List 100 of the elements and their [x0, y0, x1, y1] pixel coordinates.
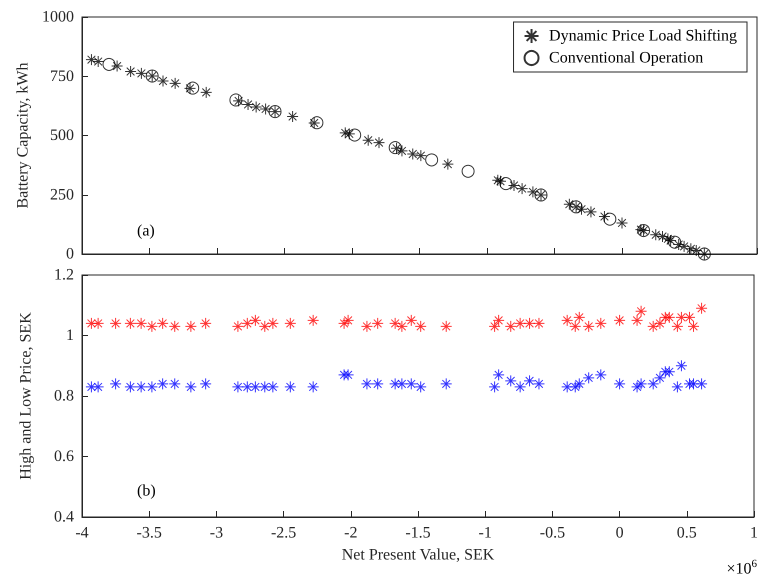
point	[584, 206, 597, 218]
point	[573, 378, 586, 390]
point	[616, 216, 628, 229]
point	[569, 380, 582, 393]
point	[338, 368, 350, 381]
point	[200, 86, 212, 98]
point	[250, 101, 262, 114]
y-tick-label: 1.2	[54, 266, 74, 284]
point	[266, 380, 279, 393]
point	[102, 58, 116, 71]
point	[663, 366, 676, 378]
point	[659, 311, 672, 324]
point	[111, 60, 124, 72]
point	[414, 380, 427, 393]
point	[425, 153, 438, 166]
point	[631, 380, 644, 393]
point	[184, 82, 196, 94]
point	[372, 317, 384, 330]
point	[414, 320, 427, 332]
point	[594, 317, 607, 330]
point	[373, 136, 385, 149]
x-tick-label: -3	[210, 524, 224, 542]
point	[85, 380, 98, 393]
point	[157, 74, 169, 87]
point	[307, 314, 320, 326]
annotation: (b)	[137, 482, 156, 500]
point	[372, 378, 384, 390]
point	[561, 380, 574, 393]
point	[675, 311, 688, 324]
x-tick-label: 0	[616, 524, 624, 542]
point	[569, 320, 582, 332]
point	[200, 378, 212, 390]
point	[668, 236, 682, 249]
point	[696, 302, 708, 314]
y-axis-title: Battery Capacity, kWh	[14, 62, 32, 209]
y-tick-label: 500	[50, 127, 74, 144]
point	[663, 311, 676, 324]
point	[184, 320, 197, 332]
point	[146, 320, 158, 332]
point	[492, 174, 504, 186]
point	[659, 366, 672, 378]
point	[258, 320, 271, 332]
point	[362, 134, 374, 146]
point	[135, 317, 148, 330]
point	[339, 126, 352, 139]
point	[343, 128, 356, 140]
point	[671, 320, 684, 332]
y-tick-label: 1	[66, 327, 74, 344]
y-tick-label: 0	[66, 246, 74, 262]
annotation: (a)	[137, 222, 155, 240]
point	[631, 314, 644, 326]
point	[614, 314, 626, 326]
point	[135, 67, 148, 80]
point	[184, 380, 197, 393]
point	[200, 317, 212, 330]
point	[514, 317, 526, 330]
point	[242, 98, 254, 110]
point	[671, 380, 684, 393]
point	[85, 317, 98, 330]
point	[647, 378, 660, 390]
point	[168, 320, 181, 332]
point	[241, 317, 254, 330]
point	[156, 378, 169, 390]
point	[348, 128, 362, 142]
x-tick-label: -3.5	[136, 524, 162, 542]
y-tick-label: 750	[50, 68, 74, 85]
point	[232, 320, 244, 332]
point	[307, 380, 320, 393]
point	[186, 82, 200, 95]
point	[389, 317, 402, 330]
point	[406, 148, 419, 160]
point	[494, 175, 506, 188]
point	[405, 378, 418, 390]
point	[232, 94, 245, 107]
x-tick-label: -4	[75, 524, 89, 542]
point	[241, 380, 254, 393]
point	[92, 380, 104, 393]
point	[286, 110, 299, 123]
point	[532, 378, 545, 390]
point	[524, 317, 536, 330]
point	[504, 374, 517, 387]
point	[499, 177, 512, 190]
point	[396, 378, 408, 390]
x-tick-label: -1	[478, 524, 492, 542]
point	[360, 378, 373, 390]
point	[110, 378, 122, 390]
point	[504, 320, 517, 332]
point	[249, 380, 262, 393]
y-tick-label: 0.8	[54, 388, 74, 404]
point	[284, 380, 296, 393]
point	[594, 368, 607, 381]
point	[308, 116, 320, 129]
point	[360, 320, 373, 332]
point	[614, 378, 626, 390]
y-tick-label: 0.6	[54, 448, 74, 465]
point	[124, 66, 137, 78]
point	[229, 93, 242, 106]
point	[582, 372, 595, 384]
point	[508, 180, 520, 192]
point	[488, 320, 501, 332]
